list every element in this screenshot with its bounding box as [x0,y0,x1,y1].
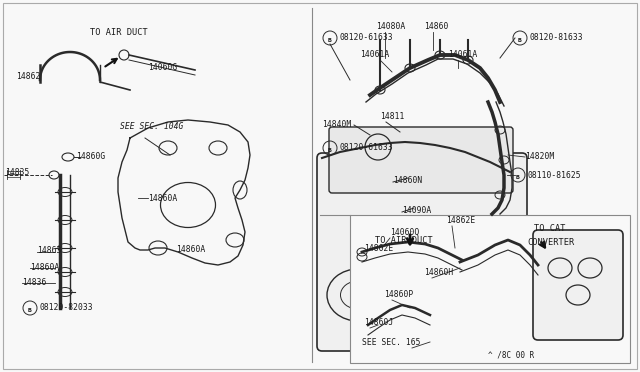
Text: 14862E: 14862E [364,244,393,253]
Text: 14860N: 14860N [393,176,422,185]
Text: 14860G: 14860G [76,152,105,161]
Text: 14862E: 14862E [446,216,476,225]
Text: 14811: 14811 [380,112,404,121]
Text: 14860J: 14860J [364,318,393,327]
Text: TO CAT: TO CAT [534,224,566,233]
Text: B: B [518,38,522,43]
FancyBboxPatch shape [533,230,623,340]
Text: 08120-81633: 08120-81633 [530,33,584,42]
Text: TO AIR DUCT: TO AIR DUCT [90,28,148,37]
Text: 14860H: 14860H [424,268,453,277]
FancyBboxPatch shape [317,153,527,351]
Text: B: B [516,175,520,180]
Text: 14090A: 14090A [402,206,431,215]
Text: 14860P: 14860P [384,290,413,299]
Text: 08120-61633: 08120-61633 [340,33,394,42]
Text: 08120-82033: 08120-82033 [40,304,93,312]
Text: B: B [28,308,32,313]
Text: 14061A: 14061A [360,50,389,59]
Text: TO AIR DUCT: TO AIR DUCT [375,236,433,245]
FancyBboxPatch shape [350,215,630,363]
Text: ^ /8C 00 R: ^ /8C 00 R [488,350,534,359]
Text: 14060Q: 14060Q [390,228,419,237]
Text: B: B [328,148,332,153]
Text: 14860A: 14860A [148,194,177,203]
Text: SEE SEC. 104G: SEE SEC. 104G [120,122,184,131]
Text: 08120-61633: 08120-61633 [340,144,394,153]
Text: 14820M: 14820M [525,152,554,161]
Text: 14836: 14836 [22,278,46,287]
Text: B: B [328,38,332,43]
Text: 14860A: 14860A [30,263,60,272]
Text: 14835: 14835 [5,168,29,177]
Text: 14860A: 14860A [176,245,205,254]
Text: 14840M: 14840M [322,120,351,129]
Text: 14061A: 14061A [448,50,477,59]
Text: 08110-81625: 08110-81625 [528,170,582,180]
Text: 14060G: 14060G [148,63,177,72]
Text: 14080A: 14080A [376,22,405,31]
Text: 14860: 14860 [424,22,449,31]
Text: SEE SEC. 165: SEE SEC. 165 [362,338,420,347]
Text: CONVERTER: CONVERTER [527,238,574,247]
Text: 14863: 14863 [37,246,61,255]
Text: 14862: 14862 [16,72,40,81]
FancyBboxPatch shape [329,127,513,193]
